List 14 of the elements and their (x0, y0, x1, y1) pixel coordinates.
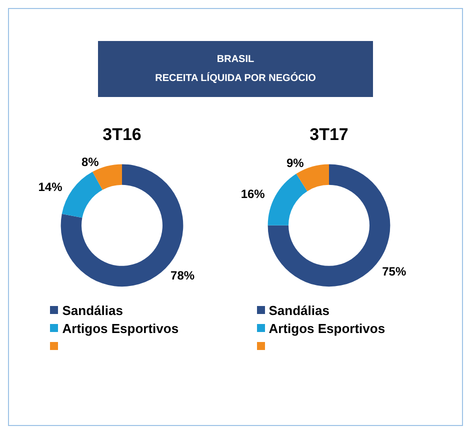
text: BRASIL (216, 54, 254, 65)
legend-label: Artigos Esportivos (62, 320, 179, 336)
data-label: 16% (240, 186, 265, 201)
chart-title: 3T17 (309, 125, 348, 144)
data-label: 9% (286, 156, 304, 170)
data-label: 8% (82, 155, 100, 170)
chart-title: 3T16 (102, 125, 142, 144)
data-label: 14% (38, 180, 63, 194)
data-label: 78% (170, 268, 196, 283)
legend-label: Sandálias (268, 302, 330, 318)
text: RECEITA LÍQUIDA POR NEGÓCIO (155, 73, 316, 84)
legend-label: Artigos Esportivos (268, 320, 386, 336)
data-label: 75% (382, 264, 406, 279)
legend-label: Sandálias (62, 302, 123, 318)
